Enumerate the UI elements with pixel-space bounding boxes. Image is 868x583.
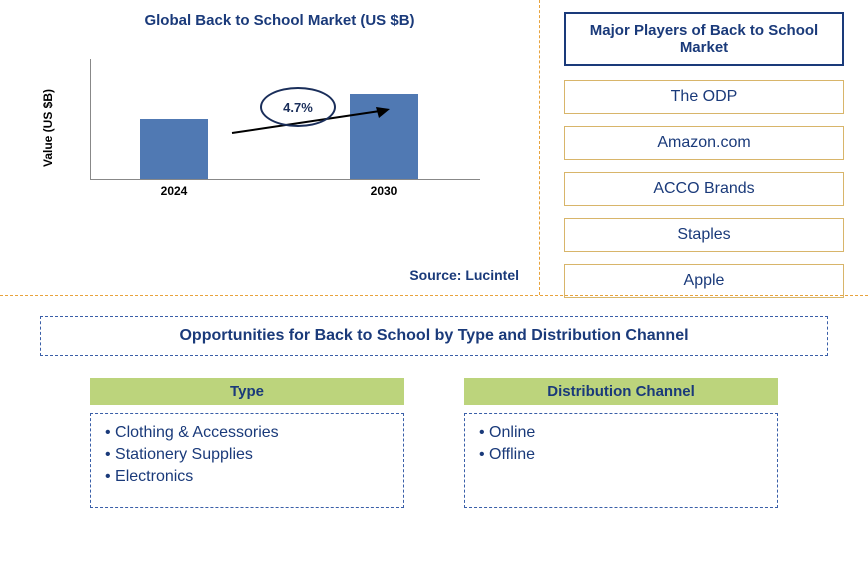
channel-item: • Online bbox=[479, 424, 763, 442]
type-column: Type • Clothing & Accessories • Statione… bbox=[90, 378, 404, 508]
source-label: Source: Lucintel bbox=[409, 267, 519, 283]
cagr-value: 4.7% bbox=[283, 100, 313, 115]
x-tick-2024: 2024 bbox=[140, 184, 208, 198]
chart-section: Global Back to School Market (US $B) Val… bbox=[0, 0, 540, 295]
players-title: Major Players of Back to School Market bbox=[564, 12, 844, 66]
type-item: • Clothing & Accessories bbox=[105, 424, 389, 442]
player-item: The ODP bbox=[564, 80, 844, 114]
channel-column: Distribution Channel • Online • Offline bbox=[464, 378, 778, 508]
y-axis-line bbox=[90, 59, 91, 179]
cagr-ellipse: 4.7% bbox=[260, 87, 336, 127]
players-section: Major Players of Back to School Market T… bbox=[540, 0, 868, 295]
opportunities-columns: Type • Clothing & Accessories • Statione… bbox=[40, 378, 828, 508]
player-item: Amazon.com bbox=[564, 126, 844, 160]
player-item: ACCO Brands bbox=[564, 172, 844, 206]
bar-2024 bbox=[140, 119, 208, 179]
channel-header: Distribution Channel bbox=[464, 378, 778, 405]
type-header: Type bbox=[90, 378, 404, 405]
y-axis-label: Value (US $B) bbox=[41, 89, 55, 167]
type-list: • Clothing & Accessories • Stationery Su… bbox=[90, 413, 404, 508]
top-row: Global Back to School Market (US $B) Val… bbox=[0, 0, 868, 295]
opportunities-section: Opportunities for Back to School by Type… bbox=[0, 295, 868, 528]
chart-title: Global Back to School Market (US $B) bbox=[40, 12, 519, 29]
opportunities-title: Opportunities for Back to School by Type… bbox=[40, 316, 828, 356]
type-item: • Electronics bbox=[105, 468, 389, 486]
type-item: • Stationery Supplies bbox=[105, 446, 389, 464]
bar-chart: Value (US $B) 2024 2030 4.7% bbox=[70, 59, 519, 214]
x-tick-2030: 2030 bbox=[350, 184, 418, 198]
channel-list: • Online • Offline bbox=[464, 413, 778, 508]
player-item: Apple bbox=[564, 264, 844, 298]
channel-item: • Offline bbox=[479, 446, 763, 464]
player-item: Staples bbox=[564, 218, 844, 252]
x-axis-line bbox=[90, 179, 480, 180]
